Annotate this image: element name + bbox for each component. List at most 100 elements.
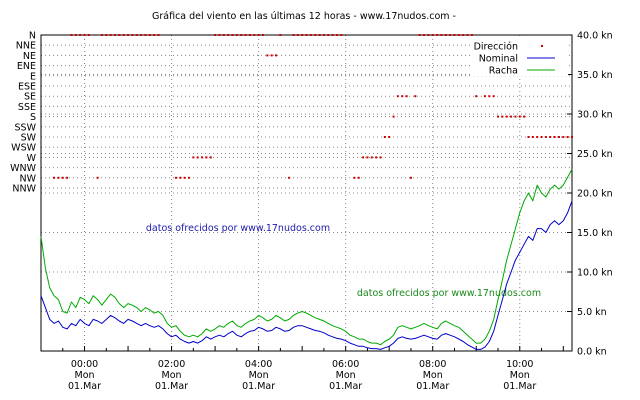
direction-point [466, 34, 469, 36]
direction-point [187, 176, 190, 179]
direction-point [401, 95, 404, 98]
direction-point [335, 34, 338, 36]
x-tick-label: 04:00 [245, 359, 272, 370]
direction-point [497, 115, 500, 118]
direction-point [353, 176, 356, 179]
direction-point [418, 34, 421, 36]
direction-point [153, 34, 156, 36]
direction-point [96, 176, 99, 179]
x-tick-label: Mon [249, 370, 269, 381]
direction-label: S [30, 112, 36, 123]
direction-point [431, 34, 434, 36]
direction-label: WSW [11, 143, 36, 154]
direction-point [318, 34, 321, 36]
direction-point [261, 34, 264, 36]
x-tick-label: 01.Mar [416, 381, 449, 392]
watermark-2: datos ofrecidos por www.17nudos.com [357, 288, 541, 299]
direction-point [127, 34, 130, 36]
direction-point [327, 34, 330, 36]
series-line-racha [40, 169, 573, 346]
direction-point [248, 34, 251, 36]
direction-point [314, 34, 317, 36]
direction-point [510, 115, 513, 118]
direction-point [275, 54, 278, 57]
y-tick-label: 25.0 kn [577, 149, 613, 160]
direction-point [409, 176, 412, 179]
direction-point [470, 34, 473, 36]
direction-label: ESE [18, 82, 36, 93]
direction-point [174, 176, 177, 179]
direction-point [514, 115, 517, 118]
x-tick-label: Mon [423, 370, 443, 381]
direction-point [122, 34, 125, 36]
x-tick-label: 10:00 [506, 359, 533, 370]
y-tick-label: 40.0 kn [577, 31, 613, 42]
direction-point [366, 156, 369, 159]
direction-point [357, 176, 360, 179]
direction-point [531, 136, 534, 138]
direction-point [571, 136, 573, 138]
x-tick-label: Mon [510, 370, 530, 381]
direction-points [53, 34, 573, 179]
direction-point [79, 34, 82, 36]
x-tick-label: Mon [75, 370, 95, 381]
legend-label: Nominal [479, 54, 518, 65]
y-tick-label: 20.0 kn [577, 189, 613, 200]
x-tick-label: Mon [336, 370, 356, 381]
direction-point [183, 176, 186, 179]
direction-point [436, 34, 439, 36]
direction-point [562, 136, 565, 138]
direction-point [396, 95, 399, 98]
direction-label: SW [21, 133, 37, 144]
legend-label: Dirección [474, 42, 518, 53]
direction-point [305, 34, 308, 36]
direction-label: N [29, 31, 36, 42]
y-tick-label: 0.0 kn [577, 347, 607, 358]
direction-point [488, 95, 491, 98]
direction-point [557, 136, 560, 138]
grid [41, 34, 572, 352]
y-tick-label: 5.0 kn [577, 307, 607, 318]
direction-point [279, 34, 282, 36]
series [40, 169, 573, 350]
direction-point [518, 115, 521, 118]
direction-label: NNW [12, 184, 36, 195]
direction-label: W [27, 153, 37, 164]
direction-point [505, 115, 508, 118]
direction-point [375, 156, 378, 159]
direction-point [231, 34, 234, 36]
direction-point [57, 176, 60, 179]
plot-frame [40, 34, 573, 352]
direction-point [66, 176, 69, 179]
direction-point [423, 34, 426, 36]
direction-point [462, 34, 465, 36]
direction-point [362, 156, 365, 159]
direction-point [388, 136, 391, 138]
direction-point [444, 34, 447, 36]
x-tick-label: 01.Mar [503, 381, 536, 392]
direction-point [240, 34, 243, 36]
direction-point [157, 34, 160, 36]
y-tick-label: 35.0 kn [577, 70, 613, 81]
direction-point [301, 34, 304, 36]
y-tick-label: 15.0 kn [577, 228, 613, 239]
direction-point [61, 176, 64, 179]
direction-point [266, 54, 269, 57]
y-tick-label: 10.0 kn [577, 268, 613, 279]
direction-point [74, 34, 77, 36]
direction-point [549, 136, 552, 138]
y-tick-label: 30.0 kn [577, 110, 613, 121]
direction-point [475, 95, 478, 98]
direction-label: NW [20, 173, 37, 184]
direction-point [427, 34, 430, 36]
y-axis-right: 0.0 kn 5.0 kn 10.0 kn 15.0 kn 20.0 kn 25.0 kn… [577, 31, 613, 358]
direction-point [227, 34, 230, 36]
direction-point [536, 136, 539, 138]
direction-point [449, 34, 452, 36]
direction-label: NNE [16, 41, 36, 52]
direction-point [501, 115, 504, 118]
direction-point [244, 34, 247, 36]
direction-point [105, 34, 108, 36]
series-line-nominal [40, 200, 573, 350]
